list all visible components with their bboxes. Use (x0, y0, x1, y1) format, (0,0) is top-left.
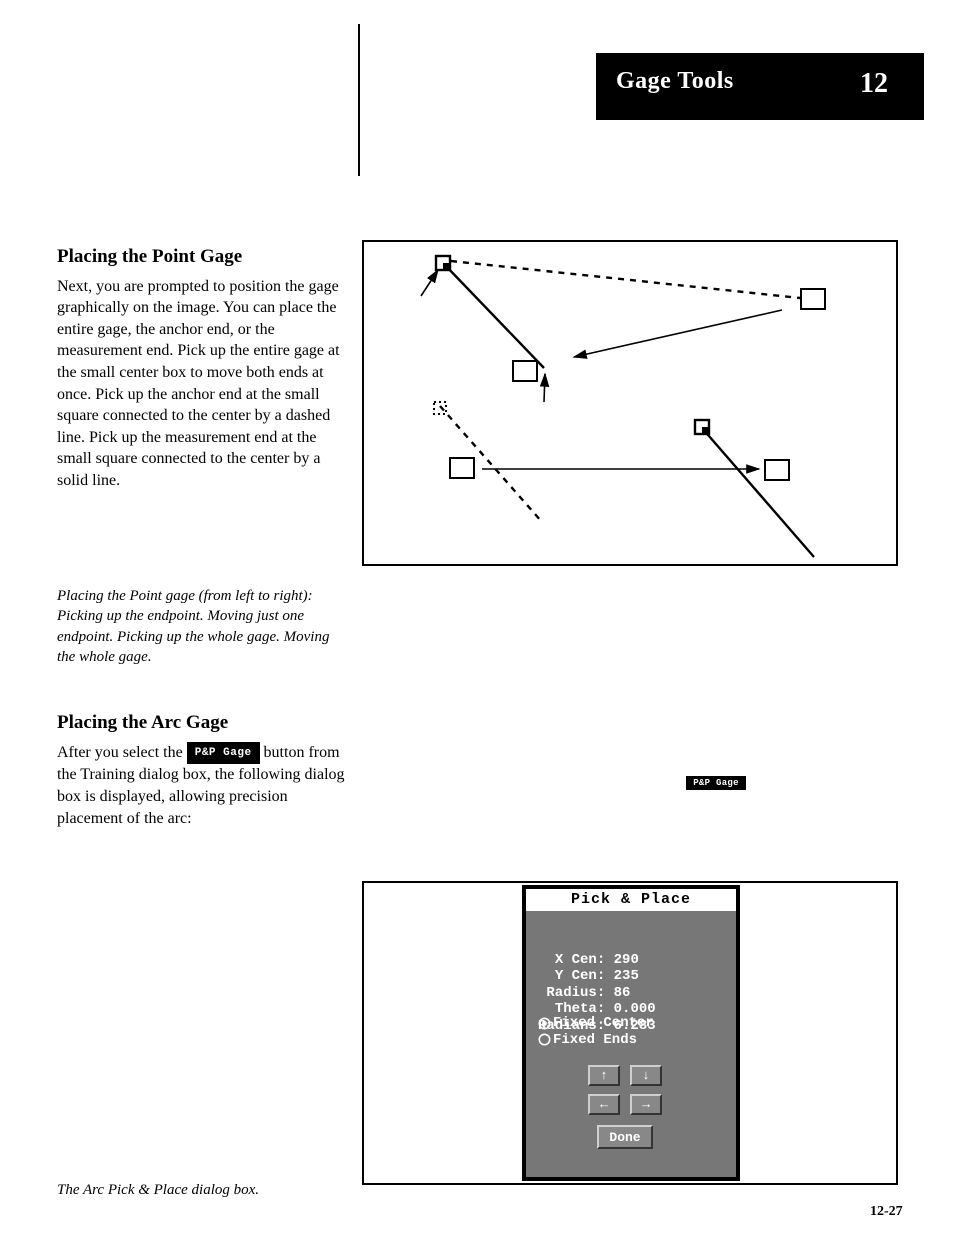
radio-icon-unselected (538, 1033, 551, 1046)
segment-1-body: Next, you are prompted to position the g… (57, 276, 347, 492)
pick-place-dialog: Pick & Place X Cen: 290 Y Cen: 235 Radiu… (522, 885, 740, 1181)
arrow-up-button[interactable]: ↑ (588, 1065, 620, 1086)
arrow-down-button[interactable]: ↓ (630, 1065, 662, 1086)
radio-fixed-ends[interactable]: Fixed Ends (538, 1032, 654, 1049)
radio-fixed-ends-label: Fixed Ends (553, 1032, 637, 1049)
dialog-radio-group: Fixed Center Fixed Ends (538, 1015, 654, 1048)
segment-1-title: Placing the Point Gage (57, 244, 347, 270)
label-radius: Radius: (546, 985, 605, 1001)
segment-2: Placing the Arc Gage After you select th… (57, 710, 347, 829)
segment-2-body-a: After you select the (57, 744, 187, 761)
label-xcen: X Cen: (555, 952, 605, 968)
radio-fixed-center[interactable]: Fixed Center (538, 1015, 654, 1032)
page-root: Gage Tools 12 Placing the Point Gage Nex… (0, 0, 954, 1235)
value-radius: 86 (614, 985, 631, 1001)
label-ycen: Y Cen: (555, 968, 605, 984)
section-number: 12 (860, 68, 888, 100)
arrow-button-group: ↑ ↓ ← → Done (588, 1065, 662, 1157)
radio-icon-selected (538, 1017, 551, 1030)
done-button[interactable]: Done (597, 1125, 653, 1149)
segment-2-title: Placing the Arc Gage (57, 710, 347, 736)
pnp-gage-button-image: P&P Gage (686, 776, 746, 790)
figure-2-caption: The Arc Pick & Place dialog box. (57, 1180, 347, 1200)
vertical-divider (358, 24, 360, 176)
value-xcen: 290 (614, 952, 639, 968)
figure-2-box: Pick & Place X Cen: 290 Y Cen: 235 Radiu… (362, 881, 898, 1185)
figure-1-caption: Placing the Point gage (from left to rig… (57, 586, 347, 667)
value-ycen: 235 (614, 968, 639, 984)
dialog-body: Pick & Place X Cen: 290 Y Cen: 235 Radiu… (526, 889, 736, 1177)
segment-2-body: After you select the P&P Gage button fro… (57, 742, 347, 830)
dialog-title: Pick & Place (526, 889, 736, 911)
arrow-left-button[interactable]: ← (588, 1094, 620, 1115)
radio-fixed-center-label: Fixed Center (553, 1015, 654, 1032)
page-number: 12-27 (870, 1204, 903, 1220)
pnp-gage-inline-button: P&P Gage (187, 742, 260, 765)
segment-1: Placing the Point Gage Next, you are pro… (57, 244, 347, 492)
arrow-right-button[interactable]: → (630, 1094, 662, 1115)
figure-1-box (362, 240, 898, 566)
section-title: Gage Tools (616, 68, 734, 95)
figure-1-svg (364, 242, 896, 564)
